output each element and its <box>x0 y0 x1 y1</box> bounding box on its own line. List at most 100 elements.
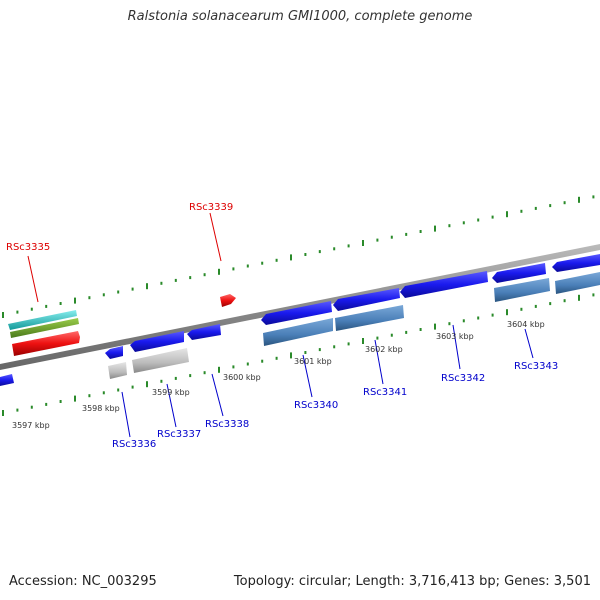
gc-tick <box>448 224 451 228</box>
gc-tick <box>16 310 19 314</box>
kbp-tick-label: 3602 kbp <box>365 345 403 354</box>
gc-tick <box>275 356 278 360</box>
feature-steel[interactable] <box>335 305 404 331</box>
cds-feature-rsc3335[interactable] <box>12 331 80 356</box>
gene-label[interactable]: RSc3342 <box>441 373 485 384</box>
cds-feature[interactable] <box>0 374 14 386</box>
gc-tick <box>189 374 192 378</box>
gc-tick <box>160 379 163 383</box>
feature-steel[interactable] <box>263 318 333 346</box>
gc-tick <box>2 312 4 318</box>
kbp-tick-label: 3599 kbp <box>152 388 190 397</box>
cds-feature-rsc3341[interactable] <box>333 288 400 311</box>
gc-tick <box>405 330 408 334</box>
gene-label[interactable]: RSc3340 <box>294 400 338 411</box>
gene-label[interactable]: RSc3343 <box>514 361 558 372</box>
gc-tick <box>419 328 422 331</box>
gc-tick <box>333 345 336 349</box>
gc-tick <box>30 307 33 311</box>
cds-feature-rsc3336[interactable] <box>105 346 123 359</box>
kbp-tick-label: 3604 kbp <box>507 320 545 329</box>
gc-tick <box>246 362 249 366</box>
gc-tick <box>232 267 235 271</box>
gc-tick <box>390 333 393 337</box>
gc-tick <box>232 365 235 369</box>
gc-tick <box>434 225 436 232</box>
gc-tick <box>218 366 220 373</box>
position-tick-labels: 3597 kbp 3598 kbp 3599 kbp 3600 kbp 3601… <box>12 320 545 430</box>
cds-feature-forward[interactable] <box>8 310 77 330</box>
gene-labels: RSc3335 RSc3339 RSc3336 RSc3337 RSc3338 … <box>6 202 558 450</box>
gc-tick <box>448 322 451 326</box>
gc-tick <box>362 240 364 246</box>
gene-label[interactable]: RSc3337 <box>157 429 201 440</box>
gc-tick <box>405 232 408 236</box>
gc-tick <box>45 304 48 308</box>
gc-tick <box>59 302 62 305</box>
gc-tick <box>534 206 537 210</box>
gc-tick <box>390 235 393 239</box>
gc-tick <box>304 253 307 256</box>
gc-tick <box>261 261 264 265</box>
gc-tick <box>117 388 120 392</box>
cds-feature-rsc3343[interactable] <box>492 263 546 283</box>
gc-tick <box>318 348 321 352</box>
kbp-tick-label: 3600 kbp <box>223 373 261 382</box>
gc-tick <box>434 323 436 330</box>
gc-tick <box>578 196 580 203</box>
cds-feature[interactable] <box>552 254 600 272</box>
gc-tick <box>2 410 4 416</box>
gene-label[interactable]: RSc3335 <box>6 242 50 253</box>
gc-tick <box>131 385 134 389</box>
gene-label[interactable]: RSc3336 <box>112 439 156 450</box>
kbp-tick-label: 3598 kbp <box>82 404 120 413</box>
gc-tick <box>203 371 206 375</box>
gc-tick <box>304 351 307 354</box>
gene-label[interactable]: RSc3338 <box>205 419 249 430</box>
feature-steel[interactable] <box>555 272 600 294</box>
cds-feature-rsc3339[interactable] <box>220 294 236 307</box>
cds-feature-forward[interactable] <box>10 318 79 338</box>
feature-steel[interactable] <box>494 278 550 302</box>
gene-label[interactable]: RSc3341 <box>363 387 407 398</box>
gc-tick <box>520 307 523 311</box>
cds-feature-rsc3340[interactable] <box>261 301 332 325</box>
gc-tick <box>174 278 177 282</box>
gc-tick <box>45 402 48 406</box>
gc-tick <box>592 293 595 297</box>
gc-tick <box>88 296 91 300</box>
gc-tick <box>88 394 91 398</box>
gc-tick <box>477 218 480 222</box>
gc-tick <box>290 352 292 359</box>
gc-tick <box>563 299 566 303</box>
gc-tick <box>362 338 364 344</box>
gc-tick <box>74 297 76 304</box>
gc-tick <box>578 294 580 301</box>
gc-tick <box>131 287 134 291</box>
kbp-tick-label: 3601 kbp <box>294 357 332 366</box>
gc-tick <box>462 319 465 323</box>
gc-tick <box>347 342 350 346</box>
gc-tick <box>491 313 494 317</box>
gc-tick <box>189 276 192 280</box>
cds-feature-rsc3342[interactable] <box>400 271 488 298</box>
kbp-tick-label: 3603 kbp <box>436 332 474 341</box>
kbp-tick-label: 3597 kbp <box>12 421 50 430</box>
genome-backbone <box>0 244 600 370</box>
cds-feature-rsc3337[interactable] <box>130 331 184 352</box>
gc-tick <box>174 376 177 380</box>
gc-skew-ticks-lower <box>2 293 595 416</box>
gene-label[interactable]: RSc3339 <box>189 202 233 213</box>
gc-tick <box>477 316 480 320</box>
cds-feature-rsc3338[interactable] <box>187 324 221 340</box>
feature-gray[interactable] <box>132 348 189 373</box>
gc-tick <box>59 400 62 403</box>
gc-tick <box>563 201 566 205</box>
gc-tick <box>491 215 494 219</box>
gc-tick <box>506 211 508 218</box>
gc-tick <box>290 254 292 261</box>
gc-tick <box>74 395 76 402</box>
gc-tick <box>347 244 350 248</box>
feature-gray[interactable] <box>108 362 127 379</box>
